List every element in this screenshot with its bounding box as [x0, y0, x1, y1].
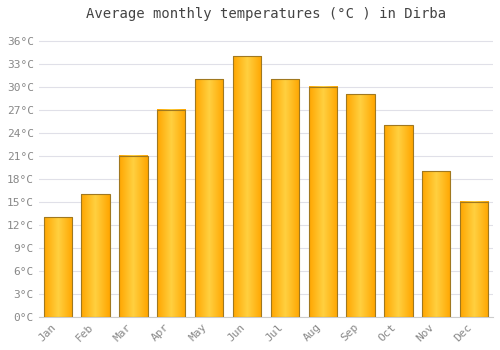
Bar — [346, 94, 375, 317]
Bar — [82, 194, 110, 317]
Bar — [233, 56, 261, 317]
Bar — [384, 125, 412, 317]
Bar — [157, 110, 186, 317]
Bar — [308, 86, 337, 317]
Title: Average monthly temperatures (°C ) in Dirba: Average monthly temperatures (°C ) in Di… — [86, 7, 446, 21]
Bar — [44, 217, 72, 317]
Bar — [270, 79, 299, 317]
Bar — [422, 171, 450, 317]
Bar — [460, 202, 488, 317]
Bar — [119, 156, 148, 317]
Bar — [195, 79, 224, 317]
